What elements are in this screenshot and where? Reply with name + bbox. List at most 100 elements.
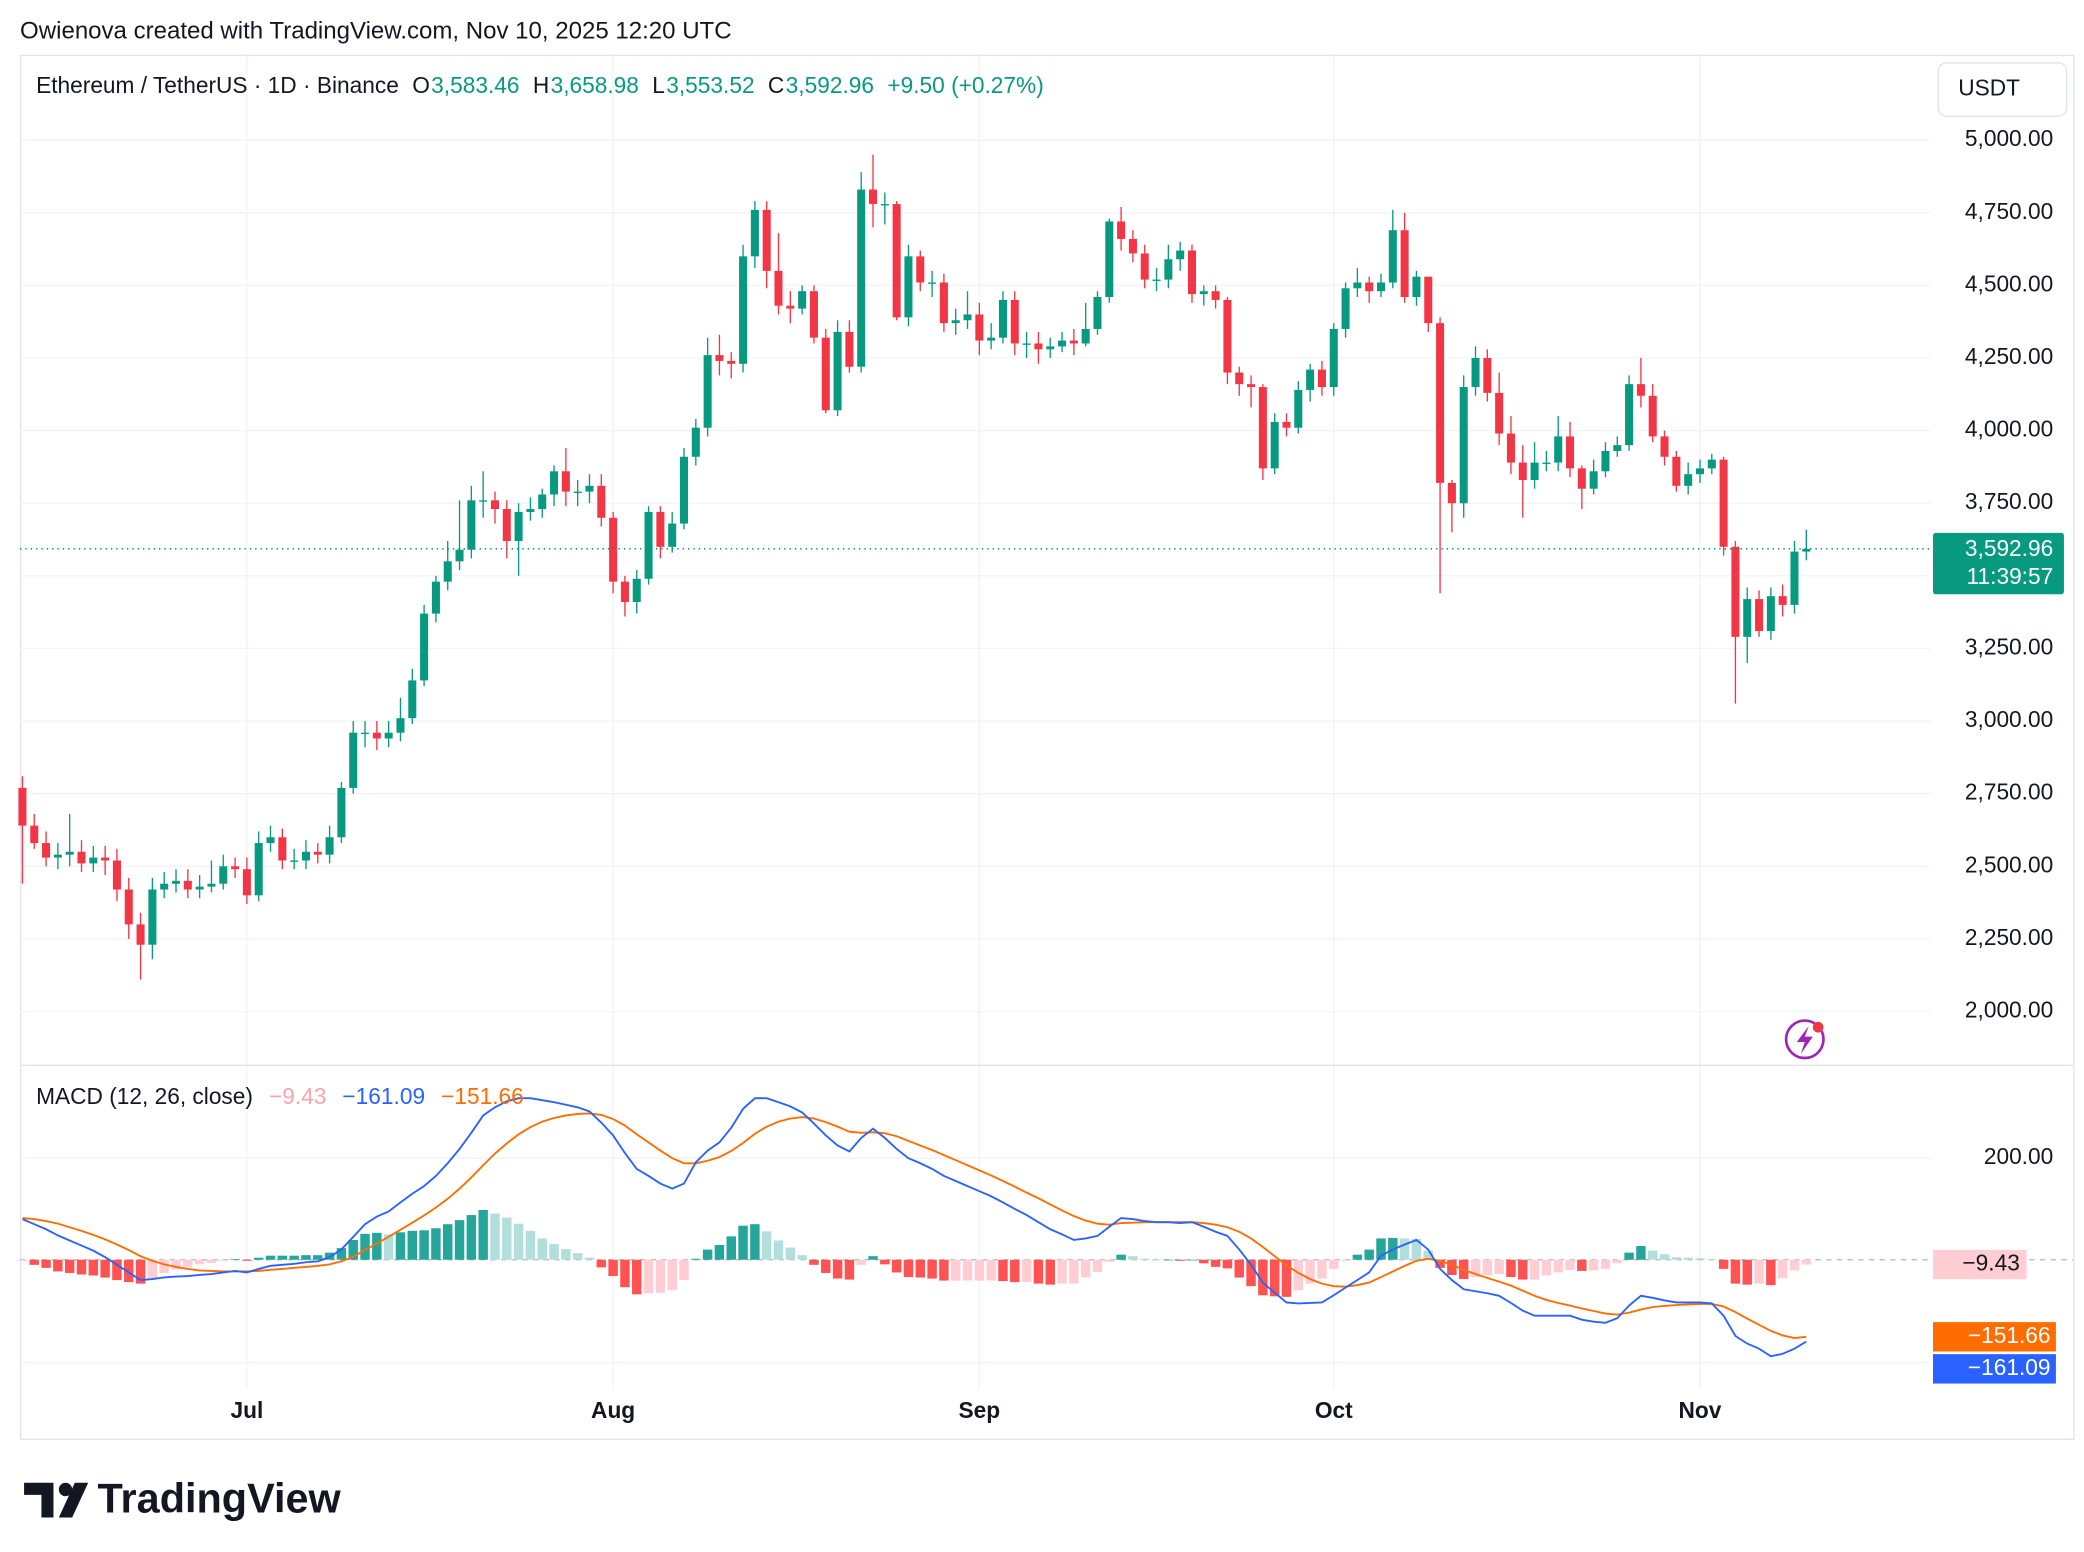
- histogram-bar: [253, 1257, 264, 1260]
- candle-body: [1636, 384, 1645, 396]
- candle-body: [1755, 599, 1764, 632]
- histogram-bar: [537, 1238, 547, 1260]
- candle-body: [620, 581, 629, 602]
- candle-body: [644, 511, 653, 579]
- candle-body: [609, 517, 618, 582]
- histogram-bar: [939, 1259, 949, 1281]
- candle-body: [1164, 259, 1173, 280]
- histogram-bar: [230, 1259, 240, 1260]
- candle-body: [939, 282, 948, 324]
- histogram-bar: [147, 1259, 158, 1279]
- histogram-bar: [1329, 1259, 1339, 1269]
- x-tick-label: Aug: [591, 1397, 635, 1423]
- histogram-bar: [1140, 1258, 1150, 1260]
- candle-body: [266, 837, 275, 844]
- candle-body: [490, 500, 499, 510]
- candle-body: [975, 314, 984, 341]
- candle-body: [1258, 387, 1267, 469]
- histogram-bar: [1494, 1259, 1504, 1274]
- candle-body: [53, 854, 62, 858]
- histogram-bar: [360, 1233, 370, 1260]
- candle-body: [1140, 253, 1149, 280]
- histogram-bar: [183, 1259, 193, 1267]
- histogram-bar: [513, 1223, 524, 1260]
- candle-body: [65, 851, 74, 855]
- histogram-bar: [608, 1259, 618, 1277]
- histogram-bar: [962, 1259, 973, 1281]
- candle-body: [1376, 282, 1386, 292]
- histogram-bar: [1766, 1259, 1776, 1286]
- histogram-bar: [1151, 1259, 1162, 1261]
- candle-body: [349, 732, 358, 788]
- currency-box[interactable]: [1937, 62, 2068, 117]
- ohlc-value: 3,583.46: [431, 72, 519, 98]
- brand: TradingView: [24, 1475, 341, 1521]
- candle-body: [101, 857, 110, 861]
- alert-dot[interactable]: [1812, 1021, 1824, 1033]
- histogram-bar: [29, 1259, 39, 1265]
- candle-body: [880, 204, 889, 206]
- histogram-bar: [561, 1249, 571, 1260]
- histogram-bar: [809, 1259, 819, 1265]
- histogram-bar: [206, 1259, 217, 1263]
- histogram-bar: [1010, 1259, 1020, 1283]
- histogram-bar: [478, 1209, 488, 1260]
- histogram-bar: [1033, 1259, 1044, 1284]
- histogram-bar: [490, 1213, 500, 1260]
- histogram-bar: [1435, 1259, 1445, 1268]
- candle-body: [42, 843, 51, 858]
- histogram-bar: [891, 1259, 902, 1273]
- candle-body: [703, 355, 712, 428]
- candle-body: [242, 869, 251, 896]
- candle-body: [1105, 221, 1114, 298]
- last-price-box: [1933, 532, 2064, 595]
- histogram-bar: [750, 1224, 760, 1260]
- histogram-bar: [525, 1230, 536, 1260]
- histogram-bar: [903, 1259, 914, 1278]
- y-tick-label: 2,750.00: [1965, 779, 2053, 805]
- candle-body: [1424, 276, 1433, 324]
- candle-body: [1152, 279, 1161, 281]
- histogram-bar: [383, 1234, 394, 1260]
- candle-body: [1625, 384, 1634, 446]
- candle-body: [502, 509, 511, 541]
- candle-body: [254, 843, 263, 896]
- candle-body: [1247, 384, 1256, 388]
- histogram-bar: [596, 1259, 607, 1268]
- y-tick-label: 3,750.00: [1965, 488, 2053, 514]
- macd-line: [22, 1097, 1807, 1358]
- histogram-bar: [714, 1245, 725, 1260]
- y-tick-label: 4,000.00: [1965, 416, 2053, 442]
- histogram-bar: [1624, 1252, 1634, 1260]
- y-tick-label: 2,250.00: [1965, 924, 2053, 950]
- alert-icon[interactable]: [1784, 1019, 1825, 1060]
- candle-body: [1069, 340, 1078, 344]
- currency[interactable]: USDT: [1958, 75, 2020, 101]
- candle-body: [998, 299, 1007, 338]
- histogram-bar: [1199, 1259, 1209, 1264]
- alert-bolt[interactable]: [1796, 1025, 1813, 1054]
- histogram-bar: [1671, 1257, 1682, 1260]
- candle-body: [1022, 343, 1031, 345]
- candle-body: [750, 209, 759, 257]
- histogram-bar: [41, 1259, 51, 1268]
- histogram-bar: [1565, 1259, 1575, 1270]
- histogram-bar: [1080, 1259, 1091, 1278]
- brand-logo-bar: [24, 1482, 54, 1518]
- candle-body: [1412, 276, 1421, 298]
- histogram-bar: [1411, 1238, 1422, 1260]
- histogram-bar: [1246, 1259, 1256, 1287]
- histogram-bar: [1588, 1259, 1599, 1271]
- candle-body: [892, 204, 901, 318]
- macd-value-box: [1933, 1354, 2056, 1384]
- chart-title: Ethereum / TetherUS · 1D · Binance: [36, 72, 399, 98]
- candle-body: [1743, 599, 1752, 637]
- histogram-bar: [53, 1259, 63, 1272]
- candle-body: [372, 732, 381, 739]
- candle-body: [455, 549, 464, 562]
- candle-body: [1341, 288, 1350, 329]
- histogram-bar: [313, 1255, 323, 1260]
- candle-body: [1081, 328, 1090, 344]
